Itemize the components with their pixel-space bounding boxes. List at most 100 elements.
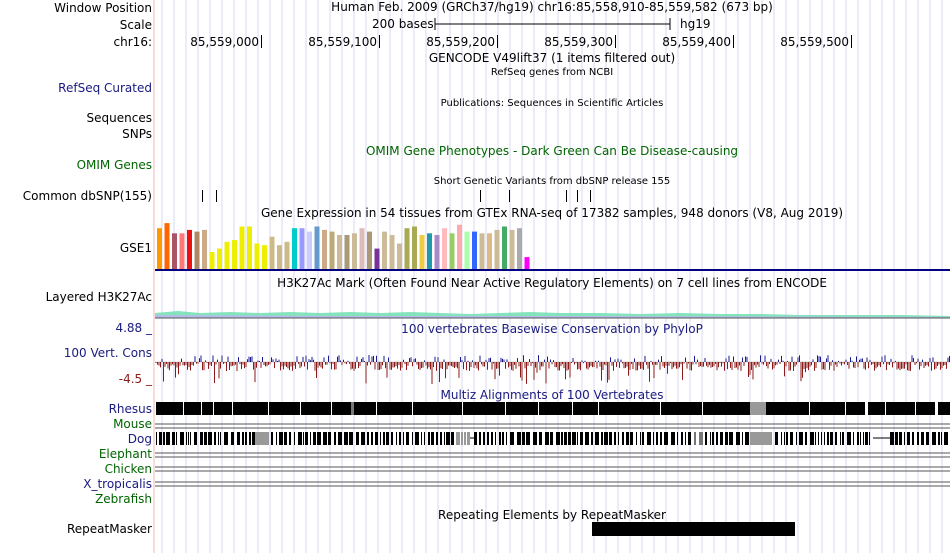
window-position-text[interactable]: Human Feb. 2009 (GRCh37/hg19) chr16:85,5… (331, 0, 773, 14)
gtex-bar (457, 224, 462, 269)
gtex-bar (344, 235, 350, 269)
gtex-bar (292, 228, 297, 269)
gtex-bar (494, 229, 500, 269)
species-x-tropicalis[interactable]: X_tropicalis (83, 477, 152, 491)
multiz-alignments[interactable] (155, 402, 950, 487)
ruler-tick-label: 85,559,400 (662, 35, 731, 49)
gencode-title[interactable]: GENCODE V49lift37 (1 items filtered out) (428, 51, 676, 65)
gtex-bar (479, 233, 485, 269)
ruler-tick-mark (261, 35, 262, 48)
repeat-title[interactable]: Repeating Elements by RepeatMasker (438, 508, 666, 522)
dbsnp-title[interactable]: Short Genetic Variants from dbSNP releas… (433, 176, 671, 187)
gtex-bar (254, 243, 260, 269)
repeat-label[interactable]: RepeatMasker (66, 522, 152, 536)
gtex-bar (434, 235, 440, 269)
multiz-title[interactable]: Multiz Alignments of 100 Vertebrates (440, 388, 664, 402)
ruler-tick-mark (733, 35, 734, 48)
species-dog[interactable]: Dog (127, 432, 152, 446)
gtex-bar (419, 235, 425, 269)
cons-max: 4.88 _ (115, 321, 152, 335)
gtex-bar (517, 228, 522, 269)
repeat-element[interactable] (592, 522, 795, 536)
conservation-plot[interactable] (155, 355, 950, 384)
ruler-tick-label: 85,559,100 (308, 35, 377, 49)
ruler-tick-label: 85,559,300 (544, 35, 613, 49)
gtex-bar (322, 229, 327, 269)
gtex-bar (382, 231, 387, 269)
cons-title[interactable]: 100 vertebrates Basewise Conservation by… (401, 322, 703, 336)
gtex-bar (239, 226, 245, 269)
gtex-bar (509, 229, 515, 269)
gtex-bar (217, 248, 222, 269)
gtex-bar (194, 231, 200, 269)
gtex-bar (389, 235, 395, 269)
gtex-bar (472, 231, 477, 269)
gtex-bar (262, 245, 267, 269)
scale-bar (434, 18, 671, 30)
gtex-bar (412, 226, 417, 269)
h3k27ac-signal[interactable] (155, 311, 950, 319)
window-position-label: Window Position (54, 1, 152, 15)
species-elephant[interactable]: Elephant (98, 447, 152, 461)
cons-min: -4.5 _ (118, 372, 152, 386)
h3k27ac-title[interactable]: H3K27Ac Mark (Often Found Near Active Re… (277, 276, 827, 290)
gtex-bar (284, 241, 290, 269)
cons-label[interactable]: 100 Vert. Cons (63, 346, 152, 360)
gtex-bar (464, 231, 470, 269)
gtex-bar (524, 257, 530, 269)
gtex-bar (337, 235, 342, 269)
ruler-tick-mark (615, 35, 616, 48)
gtex-bar (247, 226, 252, 269)
gtex-bar (487, 233, 492, 269)
omim-label[interactable]: OMIM Genes (76, 158, 152, 172)
gtex-label[interactable]: GSE1 (119, 241, 152, 255)
gtex-bar (224, 241, 230, 269)
gtex-bar (442, 228, 447, 269)
gtex-bar (397, 243, 402, 269)
refseq-title[interactable]: RefSeq genes from NCBI (490, 67, 614, 78)
gtex-bar (209, 252, 215, 269)
ruler-tick-mark (851, 35, 852, 48)
gtex-bar (359, 228, 365, 269)
publications-title[interactable]: Publications: Sequences in Scientific Ar… (440, 98, 664, 109)
gtex-bar (187, 229, 192, 269)
species-rhesus[interactable]: Rhesus (108, 402, 152, 416)
gtex-bar (164, 223, 170, 269)
gtex-bar (269, 236, 275, 269)
gtex-bar-chart[interactable] (157, 223, 530, 269)
gtex-bar (172, 233, 177, 269)
gtex-bar (314, 226, 320, 269)
gtex-bar (299, 228, 305, 269)
gtex-bar (502, 226, 507, 269)
ruler-tick-mark (379, 35, 380, 48)
ruler-tick-label: 85,559,200 (426, 35, 495, 49)
scale-text: 200 bases (372, 17, 434, 31)
snps-label[interactable]: SNPs (122, 127, 152, 141)
gtex-bar (427, 233, 432, 269)
gtex-bar (307, 231, 312, 269)
omim-title[interactable]: OMIM Gene Phenotypes - Dark Green Can Be… (365, 144, 739, 158)
gtex-bar (157, 228, 162, 269)
dbsnp-features[interactable] (202, 190, 591, 202)
gtex-bar (374, 248, 380, 269)
species-chicken[interactable]: Chicken (104, 462, 152, 476)
species-zebrafish[interactable]: Zebrafish (95, 492, 152, 506)
gtex-bar (202, 229, 207, 269)
species-mouse[interactable]: Mouse (113, 417, 152, 431)
dbsnp-label[interactable]: Common dbSNP(155) (22, 189, 152, 203)
ruler-tick-label: 85,559,500 (780, 35, 849, 49)
gtex-bar (277, 245, 282, 269)
gtex-bar (329, 231, 335, 269)
scale-label: Scale (119, 18, 152, 32)
h3k27ac-label[interactable]: Layered H3K27Ac (45, 290, 152, 304)
refseq-label[interactable]: RefSeq Curated (58, 81, 152, 95)
gtex-bar (179, 233, 185, 269)
scale-assembly: hg19 (680, 17, 711, 31)
chrom-label: chr16: (113, 35, 152, 49)
gtex-bar (449, 233, 455, 269)
sequences-label[interactable]: Sequences (86, 111, 152, 125)
gtex-bar (232, 240, 237, 269)
gtex-bar (404, 228, 410, 269)
gtex-title[interactable]: Gene Expression in 54 tissues from GTEx … (260, 206, 844, 220)
